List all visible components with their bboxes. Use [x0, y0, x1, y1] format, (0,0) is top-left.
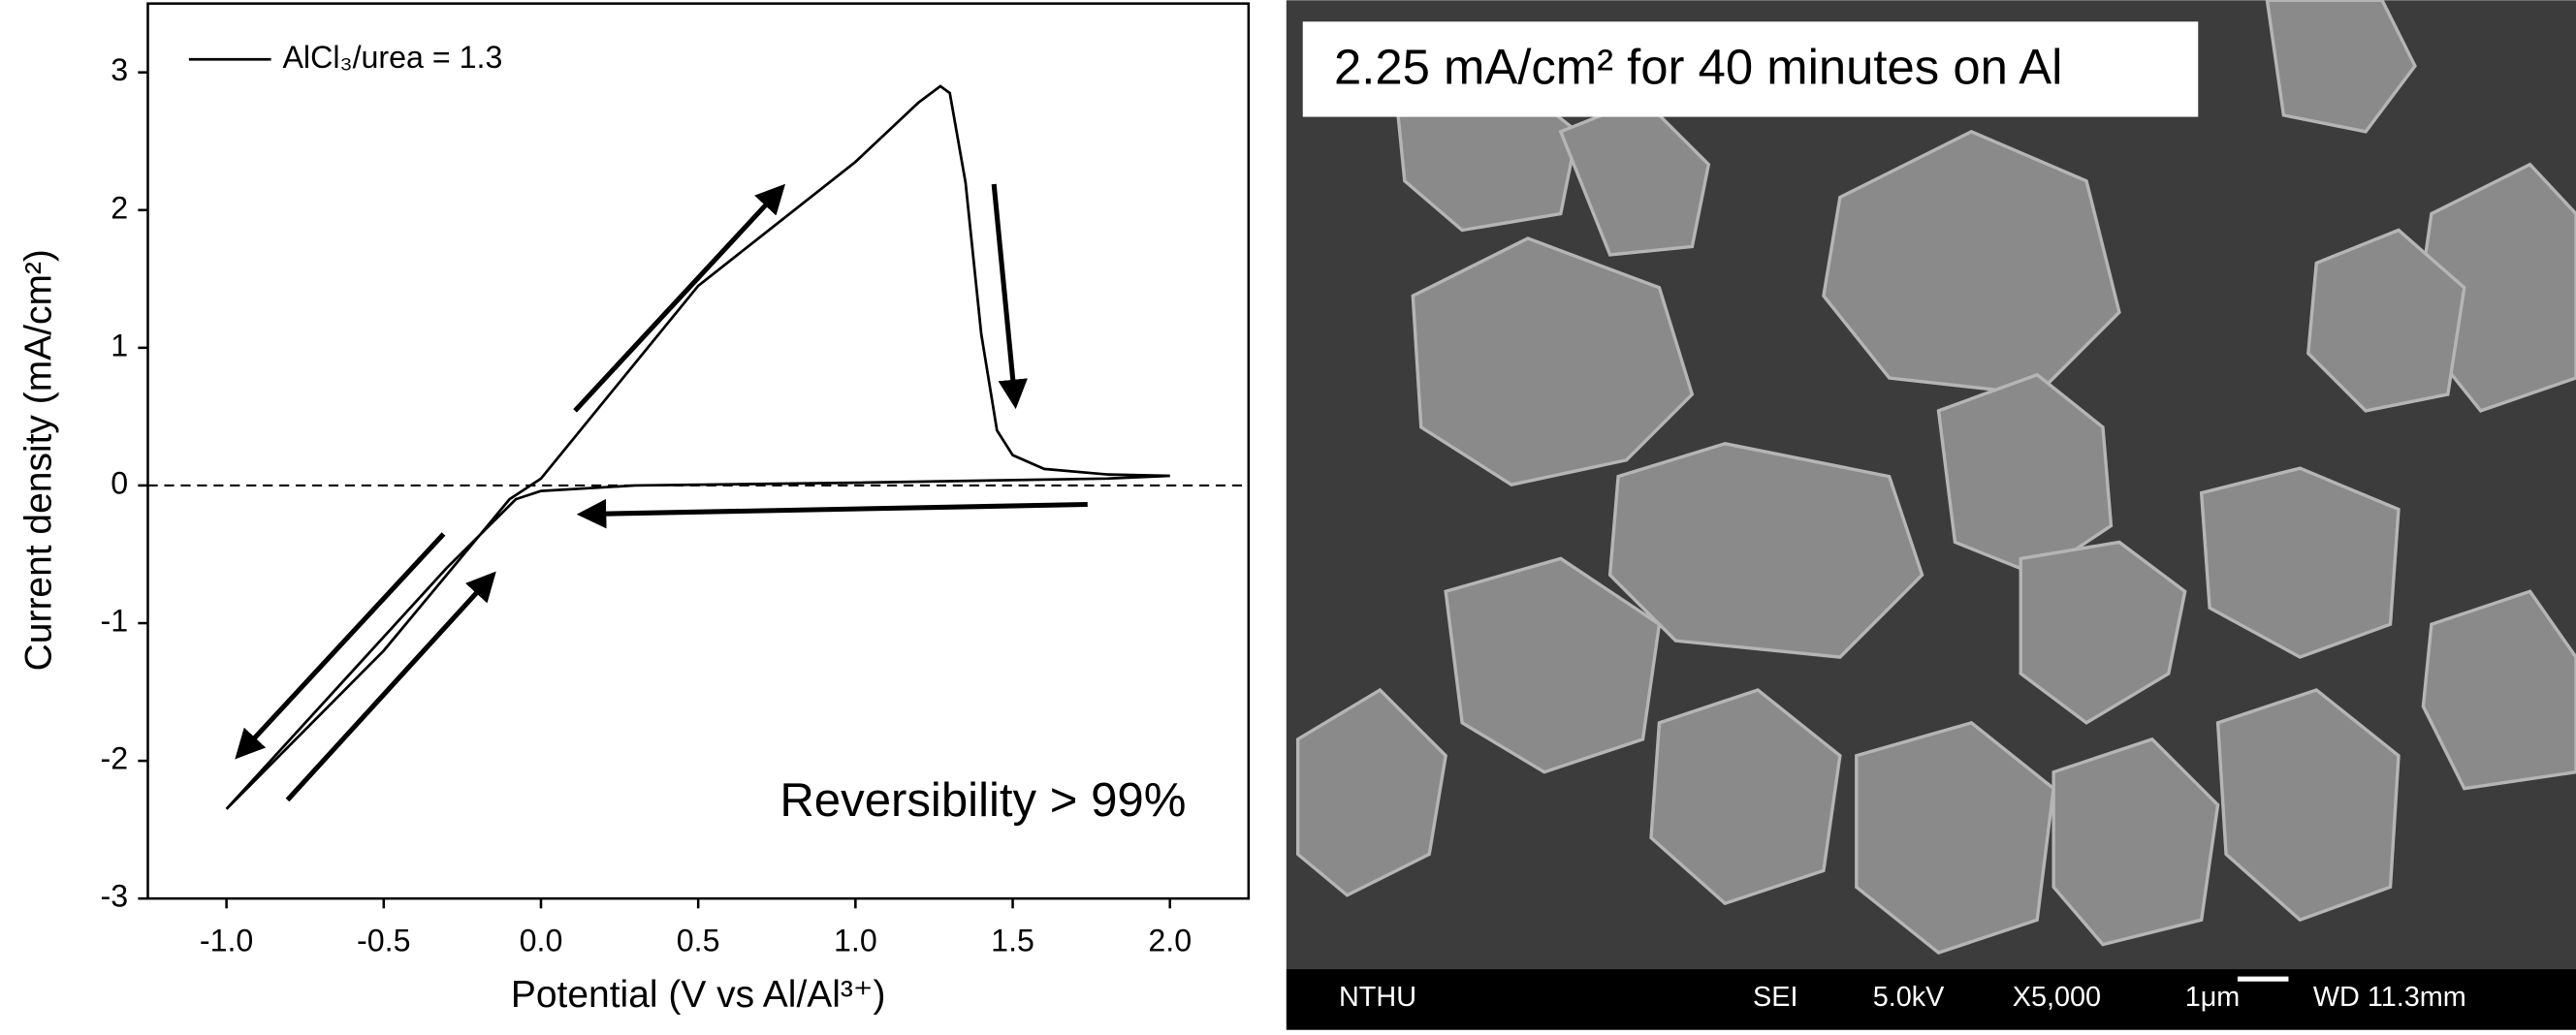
info-text: 1μm: [2185, 982, 2241, 1013]
y-tick-label: 2: [111, 190, 128, 225]
plot-area: -1.0 -0.5 0.0 0.5 1.0 1.5 2.0 -3 -2 -1 0 1 2 3 AlCl₃/u…: [101, 40, 1249, 957]
x-tick-label: 0.5: [677, 923, 720, 957]
x-tick-label: 1.5: [991, 923, 1034, 957]
legend-label: AlCl₃/urea = 1.3: [282, 40, 502, 75]
x-tick-label: 2.0: [1148, 923, 1192, 957]
y-tick-label: 0: [111, 465, 128, 500]
y-tick-label: 1: [111, 328, 128, 362]
y-tick-label: 3: [111, 52, 128, 87]
y-tick-label: -2: [101, 741, 129, 776]
sem-image: 2.25 mA/cm² for 40 minutes on Al NTHU SE…: [1286, 0, 2576, 1030]
data-line: [225, 84, 1170, 810]
plot-frame: [146, 2, 1251, 900]
x-axis-label: Potential (V vs Al/Al³⁺): [511, 974, 886, 1016]
y-tick-label: -1: [101, 604, 129, 639]
image-caption: 2.25 mA/cm² for 40 minutes on Al: [1334, 40, 2062, 95]
x-tick-label: -1.0: [200, 923, 253, 957]
info-text: X5,000: [2013, 982, 2101, 1013]
info-text: 5.0kV: [1873, 982, 1945, 1013]
x-tick-label: 1.0: [834, 923, 877, 957]
y-tick-label: -3: [101, 879, 129, 914]
x-tick-label: 0.0: [520, 923, 563, 957]
info-text: WD 11.3mm: [2313, 982, 2466, 1013]
info-text: NTHU: [1339, 982, 1416, 1013]
y-axis-label: Current density (mA/cm²): [18, 249, 60, 671]
x-tick-label: -0.5: [357, 923, 410, 957]
scan-arrows: [235, 183, 1088, 802]
annotation: Reversibility > 99%: [779, 774, 1186, 827]
info-text: SEI: [1753, 982, 1797, 1013]
